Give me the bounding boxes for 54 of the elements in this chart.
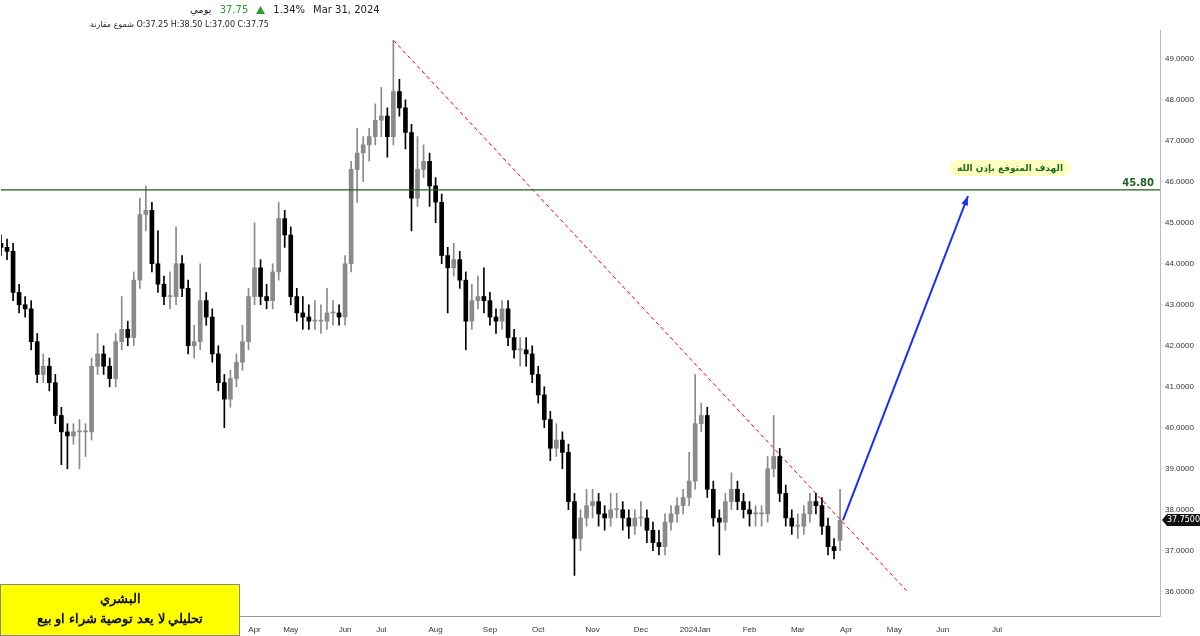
chart-subtitle: شموع مقارنة O:37.25 H:38.50 L:37.00 C:37.75 [90, 20, 269, 29]
candlestick [4, 238, 10, 260]
ref-line-label: 45.80 [1122, 176, 1155, 188]
y-tick-label: 45.0000 [1165, 217, 1195, 227]
y-tick-label: 40.0000 [1165, 422, 1195, 432]
chart-title: يومي [190, 4, 212, 15]
y-tick-label: 47.0000 [1165, 135, 1195, 145]
y-tick-label: 44.0000 [1165, 258, 1195, 268]
y-tick-label: 37.0000 [1165, 545, 1195, 555]
text: Mar 31, 2024 [313, 4, 380, 15]
candlestick [22, 296, 28, 318]
x-tick-label: Feb [742, 625, 757, 635]
candlestick [481, 267, 487, 314]
candlestick [475, 275, 481, 310]
x-tick-label: Apr [248, 625, 262, 635]
x-tick-label: Dec [633, 625, 648, 635]
y-tick-label: 48.0000 [1165, 94, 1195, 104]
text: 37.75 [219, 4, 249, 15]
y-tick-label: 43.0000 [1165, 299, 1195, 309]
x-tick-label: 2024Jan [679, 625, 711, 635]
y-tick-label: 42.0000 [1165, 340, 1195, 350]
candlestick [656, 529, 662, 556]
text: 37.7500 [1166, 515, 1200, 525]
x-tick-label: Jul [991, 625, 1003, 635]
text: 1.34% [273, 4, 306, 15]
candlestick [167, 271, 173, 310]
x-tick-label: Jun [338, 625, 352, 635]
y-tick-label: 41.0000 [1165, 381, 1195, 391]
x-tick-label: Aug [428, 625, 443, 635]
candlestick [143, 185, 149, 232]
candlestick [831, 538, 837, 560]
label-box: الهدف المتوقع بإذن الله [950, 160, 1070, 176]
caption-box: البشري تحليلي لا يعد توصية شراء او بيع [0, 584, 240, 636]
candlestick [300, 296, 306, 330]
x-tick-label: Nov [585, 625, 600, 635]
candlestick [191, 324, 197, 359]
y-tick-label: 49.0000 [1165, 53, 1195, 63]
y-tick-label: 46.0000 [1165, 176, 1195, 186]
candlestick [523, 337, 529, 367]
x-tick-label: May [886, 625, 902, 635]
candlestick [813, 493, 819, 515]
y-tick-label: 38.0000 [1165, 504, 1195, 514]
x-tick-label: Jun [936, 625, 950, 635]
annotation: تحليلي لا يعد توصية شراء او بيع [35, 610, 205, 629]
x-tick-label: Apr [839, 625, 853, 635]
x-tick-label: Jul [376, 625, 387, 635]
y-tick-label: 39.0000 [1165, 463, 1195, 473]
x-tick-label: Mar [790, 625, 806, 635]
x-tick-label: Sep [482, 625, 498, 635]
y-tick-label: 36.0000 [1165, 587, 1195, 596]
annotation: البشري [98, 590, 142, 609]
x-tick-label: May [283, 625, 299, 635]
candlestick [795, 513, 801, 539]
x-tick-label: Oct [532, 625, 546, 635]
